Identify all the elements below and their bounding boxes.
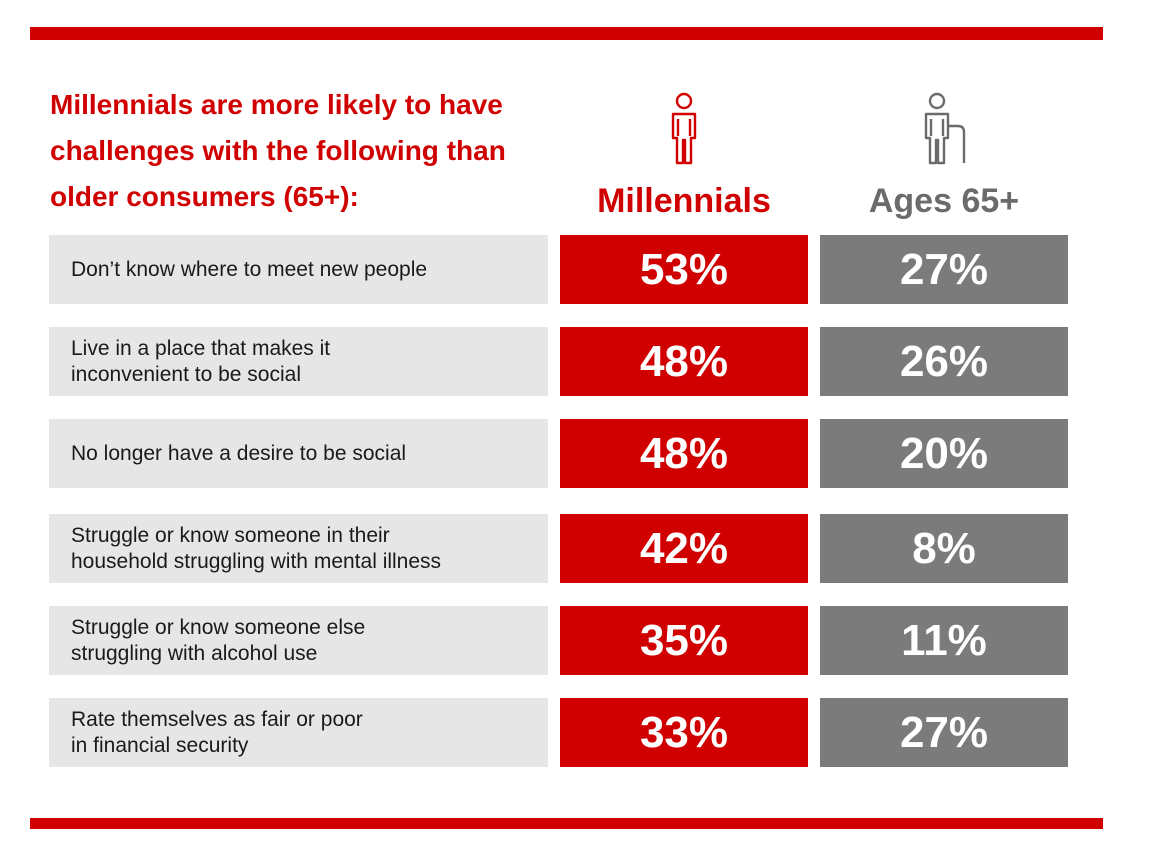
row-label-text: No longer have a desire to be social — [71, 441, 407, 465]
ages-65-value: 27% — [820, 235, 1068, 304]
millennials-value: 48% — [560, 327, 808, 396]
headline: Millennials are more likely to have chal… — [50, 89, 506, 212]
row-label: No longer have a desire to be social — [49, 419, 548, 488]
column-header-millennials: Millennials — [597, 182, 771, 220]
column-header-ages-65: Ages 65+ — [868, 182, 1020, 220]
ages-65-value: 26% — [820, 327, 1068, 396]
ages-65-value: 27% — [820, 698, 1068, 767]
row-label-text: Don’t know where to meet new people — [71, 257, 428, 281]
row-label-text: Live in a place that makes it inconvenie… — [71, 336, 331, 386]
row-label: Rate themselves as fair or poor in finan… — [49, 698, 548, 767]
row-label: Struggle or know someone else struggling… — [49, 606, 548, 675]
row-label-text: Struggle or know someone in their househ… — [71, 523, 442, 573]
bottom-accent-bar — [30, 818, 1103, 829]
millennials-value: 48% — [560, 419, 808, 488]
millennials-value: 35% — [560, 606, 808, 675]
top-accent-bar — [30, 27, 1103, 40]
millennials-value: 33% — [560, 698, 808, 767]
row-label-text: Rate themselves as fair or poor in finan… — [71, 707, 363, 757]
ages-65-value: 20% — [820, 419, 1068, 488]
ages-65-value: 8% — [820, 514, 1068, 583]
ages-65-value: 11% — [820, 606, 1068, 675]
standing-person-icon — [671, 92, 697, 165]
person-with-cane-icon — [924, 92, 966, 165]
row-label: Live in a place that makes it inconvenie… — [49, 327, 548, 396]
row-label: Don’t know where to meet new people — [49, 235, 548, 304]
millennials-value: 42% — [560, 514, 808, 583]
row-label-text: Struggle or know someone else struggling… — [71, 615, 366, 665]
row-label: Struggle or know someone in their househ… — [49, 514, 548, 583]
millennials-value: 53% — [560, 235, 808, 304]
